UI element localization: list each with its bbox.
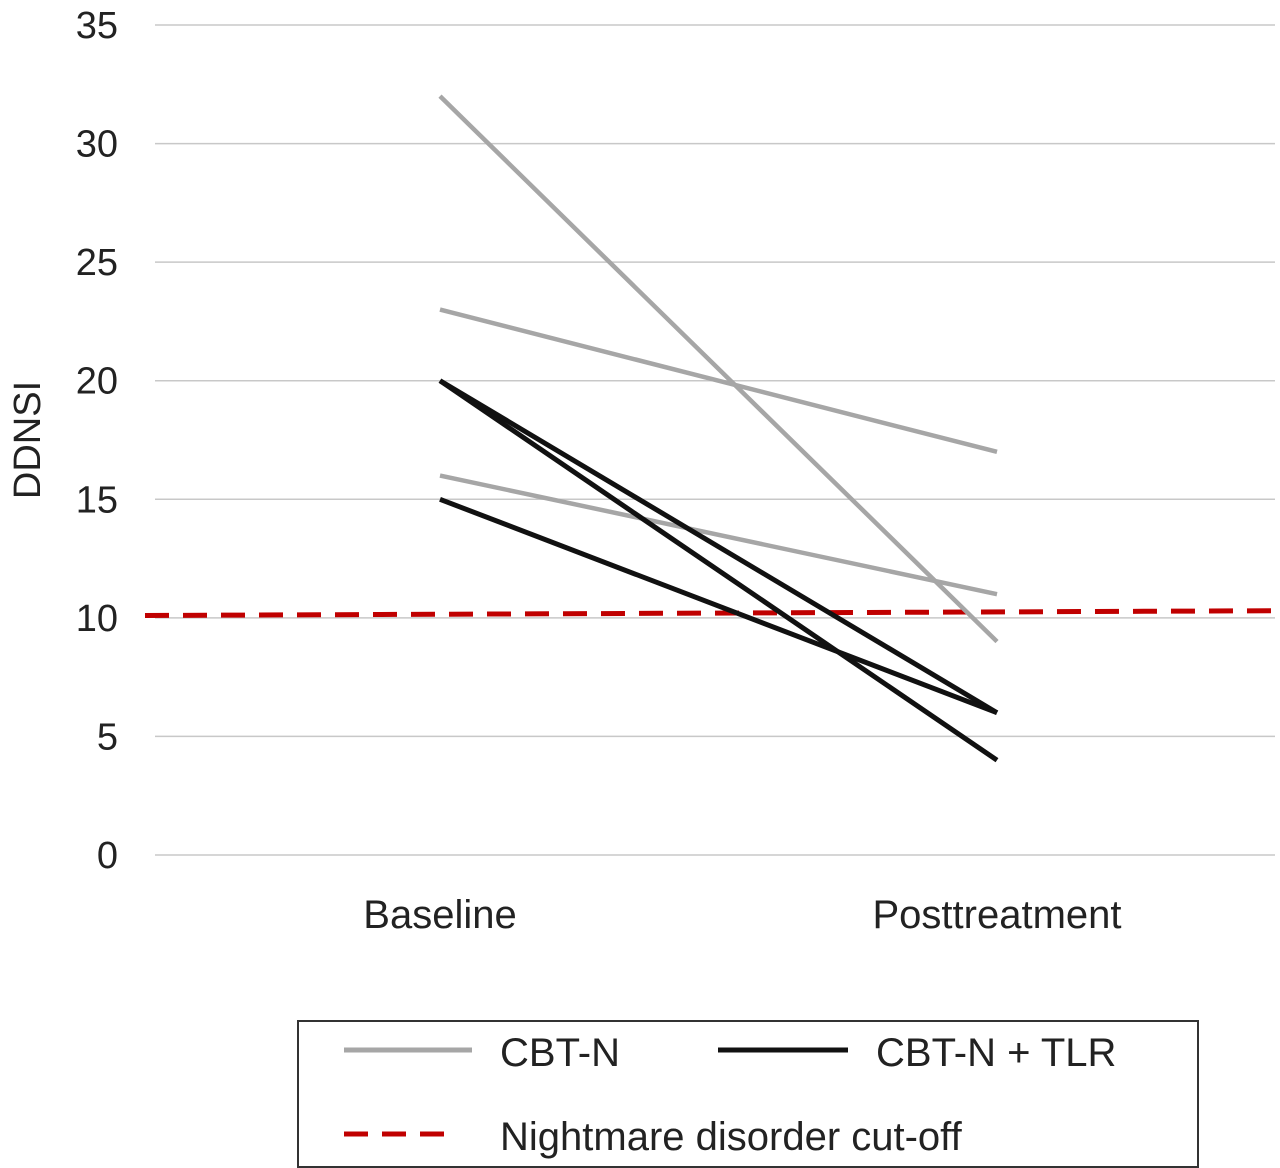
cut-off-line — [144, 608, 1276, 618]
series-line-cbt-n — [438, 94, 999, 644]
x-category-label: Posttreatment — [872, 893, 1121, 937]
y-axis-title: DDNSI — [7, 381, 49, 499]
series-line-cbt-n-tlr — [438, 378, 999, 715]
legend-label-cut-off: Nightmare disorder cut-off — [500, 1115, 963, 1159]
y-tick-label: 20 — [76, 361, 118, 403]
y-tick-label: 25 — [76, 242, 118, 284]
y-tick-label: 10 — [76, 598, 118, 640]
series-line-cbt-n — [439, 473, 998, 597]
y-tick-label: 35 — [76, 5, 118, 47]
y-tick-label: 15 — [76, 479, 118, 521]
legend-label-cbt-n-tlr: CBT-N + TLR — [876, 1031, 1116, 1075]
y-tick-label: 5 — [97, 716, 118, 758]
legend-box — [297, 1020, 1199, 1168]
series-line-cbt-n-tlr — [438, 378, 999, 763]
y-tick-label: 30 — [76, 124, 118, 166]
cut-off-line-layer — [144, 608, 1276, 618]
legend-label-cbt-n: CBT-N — [500, 1031, 620, 1075]
legend: CBT-N CBT-N + TLR Nightmare disorder cut… — [297, 1020, 1199, 1168]
x-axis-categories: Baseline Posttreatment — [363, 893, 1121, 937]
grid-lines — [155, 24, 1275, 856]
series-line-cbt-n — [439, 307, 998, 455]
y-tick-label: 0 — [97, 835, 118, 877]
y-axis-ticks: 0 5 10 15 20 25 30 35 — [76, 5, 118, 877]
x-category-label: Baseline — [363, 893, 516, 937]
series-line-cbt-n-tlr — [439, 496, 998, 716]
series-lines — [438, 94, 999, 763]
